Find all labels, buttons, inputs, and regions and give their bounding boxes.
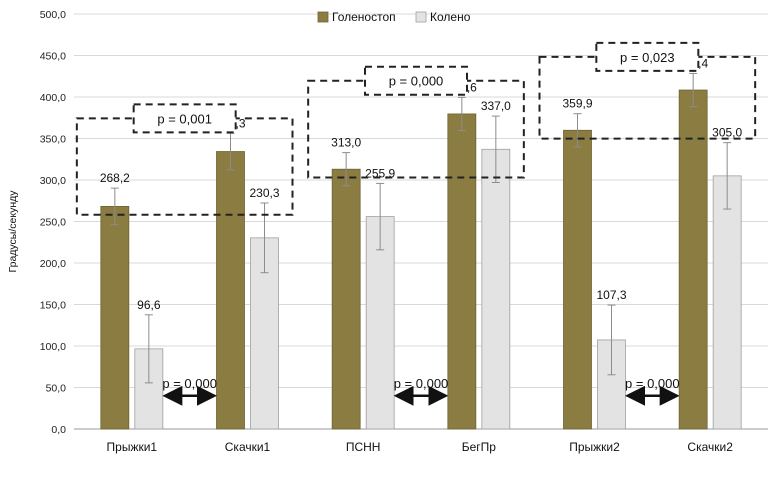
y-axis-label: Градусы/секунду [7,190,19,273]
y-tick-label: 150,0 [40,300,66,312]
legend-swatch [415,11,427,23]
p-value-label: p = 0,000 [162,376,217,391]
y-tick-label: 0,0 [51,424,66,436]
x-tick-label: БегПр [462,440,497,454]
x-tick-label: Прыжки1 [107,440,158,454]
x-axis: Прыжки1 Скачки1 ПСНН БегПр Прыжки2 Скачки2 [107,440,734,454]
x-tick-label: Прыжки2 [569,440,620,454]
data-label: 305,0 [712,126,742,140]
y-tick-label: 200,0 [40,258,66,270]
bar-ankle [100,205,130,430]
data-label: 96,6 [137,298,161,312]
bar-knee [712,175,742,430]
legend-entry: Голеностоп [332,10,396,24]
legend-swatch [317,11,329,23]
y-axis: 0,0 50,0 100,0 150,0 200,0 250,0 300,0 350,0 400… [7,9,66,436]
x-tick-label: Скачки1 [225,440,271,454]
bar-ankle [331,168,361,430]
p-value-label: p = 0,000 [389,74,444,89]
legend-entry: Колено [430,10,471,24]
p-value-box [595,41,700,72]
annotations: p = 0,001 p = 0,000 p = 0,023 p = 0,000 p = … [75,41,757,406]
y-tick-label: 350,0 [40,134,66,146]
y-tick-label: 400,0 [40,92,66,104]
y-tick-label: 300,0 [40,175,66,187]
x-tick-label: Скачки2 [687,440,733,454]
p-value-label: p = 0,000 [394,376,449,391]
data-label: 107,3 [596,288,626,302]
data-label: 230,3 [249,186,279,200]
bar-knee [365,216,395,430]
data-label: 337,0 [481,99,511,113]
p-value-label: p = 0,000 [625,376,680,391]
p-value-label: p = 0,001 [157,111,212,126]
p-value-label: p = 0,023 [620,50,675,65]
data-label: 359,9 [562,97,592,111]
bar-ankle [447,113,477,430]
bar-ankle [216,151,245,430]
significance-box [538,55,757,140]
data-label: 268,2 [100,171,130,185]
bars: 268,2334,3313,0379,6359,9408,496,6230,32… [100,56,743,430]
bar-knee [481,148,511,430]
bar-ankle [563,129,592,430]
p-value-box [364,65,468,96]
y-tick-label: 450,0 [40,51,66,63]
significance-box [307,79,525,179]
bar-ankle [678,89,708,430]
y-tick-label: 250,0 [40,217,66,229]
y-tick-label: 50,0 [46,383,67,395]
y-tick-label: 500,0 [40,9,66,21]
legend: Голеностоп Колено [317,10,471,24]
x-tick-label: ПСНН [346,440,381,454]
y-tick-label: 100,0 [40,341,66,353]
p-value-box [132,103,237,134]
data-label: 313,0 [331,136,361,150]
